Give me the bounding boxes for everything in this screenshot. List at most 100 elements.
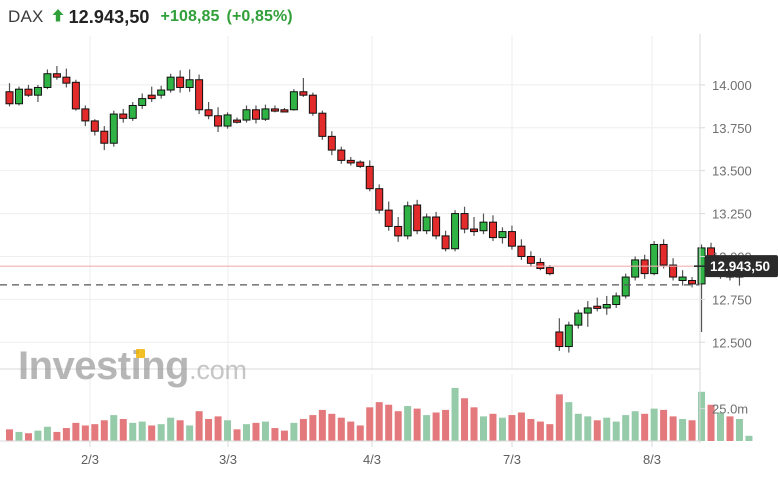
volume-bar bbox=[243, 424, 250, 441]
volume-bar bbox=[432, 412, 440, 441]
candlestick bbox=[545, 265, 554, 276]
candlestick bbox=[564, 321, 573, 353]
candlestick bbox=[555, 318, 564, 351]
volume-bar bbox=[53, 431, 61, 441]
volume-bar bbox=[423, 415, 431, 441]
volume-bar bbox=[138, 421, 146, 441]
candlestick bbox=[24, 84, 33, 97]
volume-bar bbox=[129, 422, 137, 441]
volume-bar bbox=[299, 418, 307, 441]
candlestick bbox=[261, 104, 270, 121]
candlestick bbox=[280, 108, 289, 113]
volume-bar bbox=[688, 420, 696, 441]
volume-bar bbox=[631, 411, 639, 441]
candlestick bbox=[327, 131, 336, 156]
candlestick bbox=[498, 227, 507, 244]
candlestick bbox=[299, 78, 308, 97]
volume-bar bbox=[148, 425, 156, 441]
volume-bar bbox=[224, 420, 232, 441]
candlestick bbox=[621, 273, 630, 299]
chart-area[interactable]: 14.00013.75013.50013.25013.00012.75012.5… bbox=[0, 34, 778, 478]
volume-bar bbox=[167, 417, 175, 441]
volume-bar bbox=[119, 418, 127, 441]
volume-bar bbox=[517, 412, 525, 441]
candlestick-chart[interactable]: 14.00013.75013.50013.25013.00012.75012.5… bbox=[0, 34, 778, 478]
quote-header: DAX 12.943,50 +108,85 (+0,85%) bbox=[0, 0, 778, 34]
volume-bar bbox=[717, 412, 724, 441]
candlestick bbox=[214, 107, 223, 133]
candlestick bbox=[612, 292, 621, 308]
candlestick bbox=[688, 277, 697, 288]
volume-bar bbox=[698, 391, 706, 441]
volume-bar bbox=[186, 425, 194, 441]
volume-bar bbox=[461, 398, 469, 441]
volume-bar bbox=[24, 433, 32, 441]
date-axis-label: 2/3 bbox=[81, 452, 99, 467]
volume-bar bbox=[176, 420, 184, 441]
volume-bar bbox=[413, 408, 421, 441]
candlestick bbox=[138, 93, 147, 109]
volume-bar bbox=[385, 404, 393, 441]
volume-bar bbox=[536, 421, 544, 441]
price-badge-background bbox=[705, 255, 778, 278]
candlestick bbox=[308, 92, 317, 116]
volume-bar bbox=[318, 409, 326, 441]
volume-bar bbox=[280, 430, 288, 441]
date-axis-label: 4/3 bbox=[363, 452, 381, 467]
candlestick bbox=[650, 241, 659, 276]
volume-bar bbox=[745, 435, 753, 441]
candlestick bbox=[251, 105, 260, 124]
volume-bar bbox=[707, 404, 715, 441]
candlestick bbox=[375, 184, 384, 214]
candlestick bbox=[90, 119, 99, 136]
volume-bar bbox=[157, 424, 165, 441]
volume-bar bbox=[641, 413, 649, 441]
arrow-up-icon bbox=[52, 9, 64, 27]
candlestick bbox=[185, 69, 194, 92]
volume-bar bbox=[565, 402, 573, 441]
candlestick bbox=[166, 73, 175, 93]
volume-axis-label: 25.0m bbox=[712, 402, 748, 417]
volume-bar bbox=[498, 417, 506, 441]
volume-bar bbox=[356, 425, 364, 441]
candlestick bbox=[593, 297, 602, 312]
candlestick bbox=[384, 201, 393, 231]
candlestick bbox=[233, 117, 242, 124]
candlestick bbox=[574, 309, 583, 329]
candlestick bbox=[583, 301, 592, 327]
instrument-symbol[interactable]: DAX bbox=[8, 7, 44, 26]
volume-bar bbox=[451, 387, 459, 441]
candlestick bbox=[100, 126, 109, 151]
candlestick bbox=[62, 68, 71, 88]
candlestick bbox=[403, 201, 412, 240]
candlestick bbox=[81, 105, 90, 127]
volume-bar bbox=[375, 402, 383, 441]
volume-bar bbox=[394, 411, 402, 441]
volume-bar bbox=[214, 416, 222, 441]
candlestick bbox=[109, 110, 118, 147]
price-axis-label: 13.500 bbox=[712, 164, 752, 179]
volume-bar bbox=[679, 418, 687, 441]
candlestick bbox=[451, 210, 460, 252]
volume-bar bbox=[6, 429, 13, 441]
volume-bar bbox=[480, 416, 487, 441]
candlestick bbox=[270, 105, 279, 113]
volume-bar bbox=[622, 415, 630, 441]
candlestick bbox=[157, 85, 166, 99]
price-change-percent: (+0,85%) bbox=[226, 8, 293, 25]
volume-bar bbox=[309, 415, 317, 441]
candlestick bbox=[479, 213, 488, 235]
volume-bar bbox=[489, 413, 497, 441]
volume-bar bbox=[366, 407, 374, 441]
candlestick bbox=[318, 110, 327, 140]
candlestick bbox=[460, 206, 469, 234]
volume-bar bbox=[508, 415, 516, 441]
candlestick bbox=[365, 160, 374, 192]
price-axis-label: 12.750 bbox=[712, 292, 752, 307]
candlestick bbox=[517, 239, 526, 260]
price-axis-label: 12.500 bbox=[712, 335, 752, 350]
candlestick bbox=[43, 69, 52, 90]
volume-bar bbox=[15, 431, 23, 441]
volume-bar bbox=[442, 409, 450, 441]
candlestick bbox=[507, 225, 516, 250]
